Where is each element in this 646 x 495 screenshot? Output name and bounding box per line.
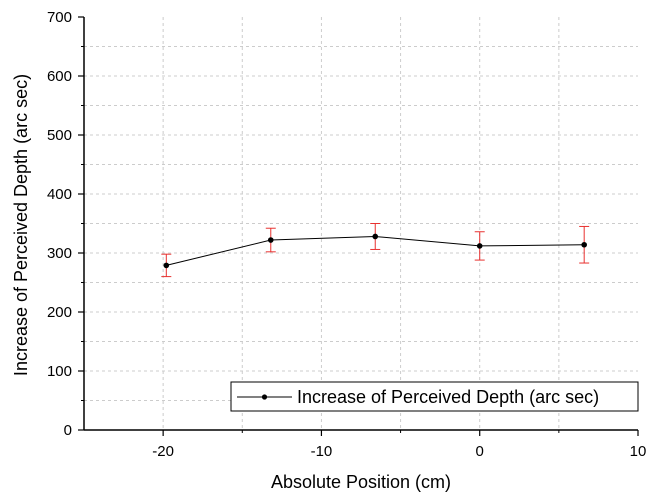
y-tick-label: 200 [47, 304, 72, 321]
x-tick-label: -20 [152, 443, 174, 460]
x-tick-label: 10 [630, 443, 646, 460]
y-axis-title: Increase of Perceived Depth (arc sec) [11, 74, 31, 376]
legend-marker-sample [261, 394, 268, 400]
data-point [372, 233, 379, 240]
x-tick-label: 0 [476, 443, 484, 460]
tick-labels: 0 100 200 300 400 500 600 700 -20 -10 0 10 [47, 9, 646, 460]
legend-box [230, 381, 639, 412]
y-tick-label: 0 [64, 422, 72, 439]
y-tick-label: 700 [47, 9, 72, 26]
x-tick-label: -10 [311, 443, 333, 460]
legend-label: Increase of Perceived Depth (arc sec) [297, 387, 599, 407]
axis-ticks [78, 16, 639, 436]
data-point [581, 241, 587, 248]
x-axis-title: Absolute Position (cm) [271, 472, 451, 492]
y-tick-label: 600 [47, 68, 72, 85]
data-series [161, 223, 590, 278]
legend: Increase of Perceived Depth (arc sec) [230, 381, 639, 412]
y-tick-label: 300 [47, 245, 72, 262]
y-tick-label: 400 [47, 186, 72, 203]
data-point [267, 237, 274, 243]
grid-lines [84, 17, 638, 430]
data-point [476, 243, 483, 249]
data-point [163, 262, 170, 269]
y-tick-label: 500 [47, 127, 72, 144]
y-tick-label: 100 [47, 363, 72, 380]
